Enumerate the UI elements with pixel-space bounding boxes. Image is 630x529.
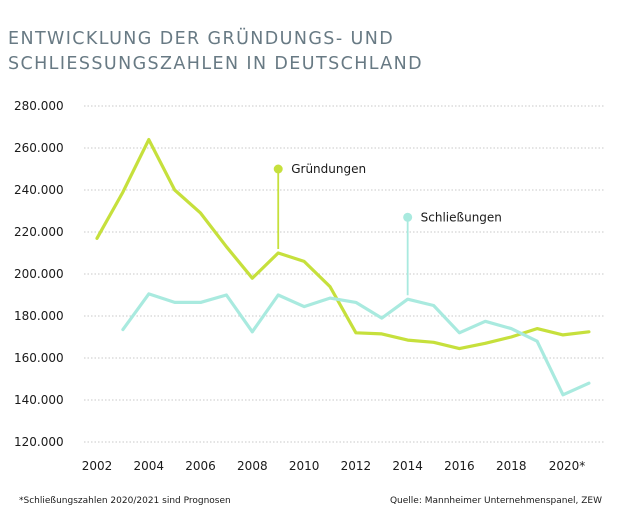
series-callouts [273,164,413,296]
x-tick-label: 2010 [289,459,320,473]
data-point [535,327,539,330]
data-point [277,251,280,255]
x-tick-label: 2004 [134,459,165,473]
series-callout-dot [273,164,283,174]
data-point [277,293,280,297]
data-point [251,277,254,280]
data-point [328,285,332,288]
data-point [510,335,513,339]
chart-title-line-1: ENTWICKLUNG DER GRÜNDUNGS- UND [8,29,395,49]
series-label: Gründungen [291,162,366,176]
data-point [147,292,150,296]
y-tick-label: 260.000 [14,141,64,155]
data-point [354,301,358,304]
x-tick-label: 2006 [185,459,216,473]
data-point [199,301,202,304]
y-tick-label: 280.000 [14,99,64,113]
data-point [380,316,383,320]
series-callout-dot [403,212,413,222]
footnote: *Schließungszahlen 2020/2021 sind Progno… [19,496,231,506]
data-point [458,347,461,350]
data-point [147,138,150,141]
data-point [561,393,565,396]
x-tick-label: 2002 [82,459,113,473]
data-point [173,188,176,192]
x-tick-label: 2020* [549,459,586,473]
series-label: Schließungen [421,210,502,224]
data-point [225,245,228,248]
y-tick-label: 220.000 [14,225,64,239]
x-tick-label: 2008 [237,459,268,473]
data-point [251,330,254,333]
data-point [380,332,383,336]
data-point [484,320,487,323]
chart-title: ENTWICKLUNG DER GRÜNDUNGS- UND SCHLIESSU… [8,27,423,77]
series-line [121,292,591,397]
data-point [302,305,306,308]
data-point [225,293,228,297]
data-point [587,382,591,385]
y-tick-label: 160.000 [14,351,64,365]
data-point [432,304,435,307]
y-tick-label: 120.000 [14,435,64,449]
grid-lines [84,105,604,443]
data-point [173,301,176,304]
data-point [432,341,435,344]
data-point [561,333,565,337]
y-axis-tick-labels: 120.000 140.000 160.000 180.000 200.000 220.0… [14,99,64,449]
data-point [328,296,332,300]
x-tick-label: 2016 [444,459,475,473]
source-note: Quelle: Mannheimer Unternehmenspanel, ZE… [389,496,602,506]
data-point [121,328,125,331]
y-tick-label: 180.000 [14,309,64,323]
data-point [354,331,358,334]
data-point [121,190,125,194]
chart-title-line-2: SCHLIESSUNGSZAHLEN IN DEUTSCHLAND [8,54,424,74]
x-tick-label: 2014 [392,459,423,473]
x-tick-label: 2018 [496,459,527,473]
data-point [406,338,409,342]
data-point [535,340,539,343]
x-tick-label: 2012 [341,459,372,473]
data-point [406,298,409,301]
series-line [95,138,591,351]
data-point [302,260,306,263]
y-tick-label: 240.000 [14,183,64,197]
data-point [510,327,513,330]
series-lines [95,138,591,397]
data-point [458,331,461,334]
x-axis-tick-labels: 2002 2004 2006 2008 2010 2012 2014 2016 2018 2020… [82,459,586,473]
y-tick-label: 200.000 [14,267,64,281]
data-point [484,342,487,345]
data-point [587,330,591,333]
series-labels: Gründungen Schließungen [291,162,502,224]
data-point [199,211,202,215]
y-tick-label: 140.000 [14,393,64,407]
data-point [95,237,99,240]
